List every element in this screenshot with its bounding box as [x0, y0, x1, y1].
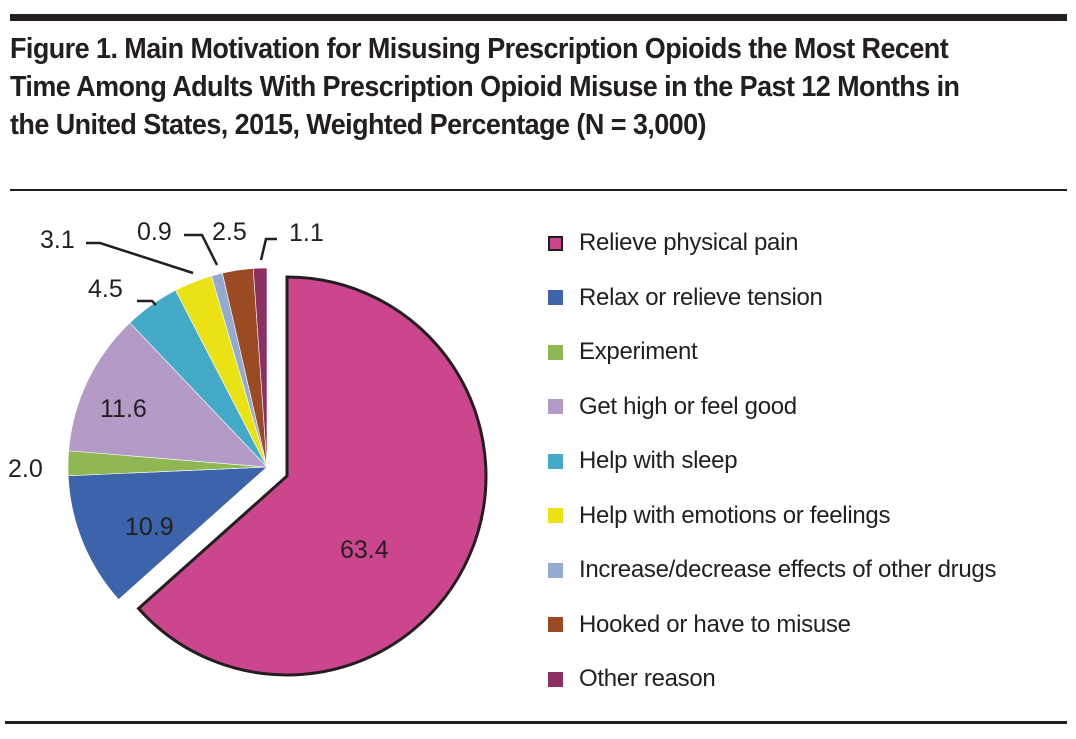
legend-label: Increase/decrease effects of other drugs	[579, 556, 997, 583]
pie-slice-relieve-physical-pain	[136, 275, 488, 677]
legend-item: Relax or relieve tension	[548, 283, 823, 313]
data-label: 63.4	[340, 536, 389, 564]
bottom-rule	[5, 721, 1067, 724]
pie-slice-relax-or-relieve-tension	[67, 466, 268, 600]
legend-swatch	[548, 290, 563, 305]
data-label: 2.0	[8, 455, 43, 483]
legend-label: Experiment	[579, 338, 698, 365]
legend-swatch	[548, 562, 563, 578]
legend-label: Help with emotions or feelings	[579, 501, 891, 529]
leader-line	[137, 299, 157, 306]
legend-swatch	[548, 508, 563, 523]
legend-label: Relieve physical pain	[579, 229, 799, 256]
legend-item: Relieve physical pain	[548, 228, 798, 258]
data-label: 10.9	[125, 513, 174, 541]
pie-chart: 63.4 10.9 2.0 11.6 4.5 3.1 0.9 2.5 1.1	[8, 218, 488, 677]
leader-line	[86, 241, 194, 275]
legend-item: Help with sleep	[548, 446, 738, 476]
data-label: 11.6	[100, 395, 147, 423]
title-rule	[10, 189, 1067, 191]
legend-label: Relax or relieve tension	[579, 283, 823, 311]
legend-item: Help with emotions or feelings	[548, 501, 890, 531]
legend-swatch	[548, 617, 563, 632]
legend-swatch	[548, 344, 563, 360]
legend-label: Get high or feel good	[579, 392, 797, 420]
pie-slice-get-high-or-feel-good	[68, 322, 268, 468]
legend-label: Other reason	[579, 665, 716, 692]
data-label: 2.5	[212, 218, 247, 246]
leader-line	[259, 237, 277, 261]
legend-swatch	[548, 235, 563, 251]
data-label: 4.5	[88, 275, 123, 303]
pie-slice-other-reason	[252, 267, 268, 468]
data-label: 0.9	[137, 218, 172, 246]
data-label: 1.1	[289, 219, 324, 247]
data-label: 3.1	[40, 226, 75, 254]
legend-item: Get high or feel good	[548, 392, 797, 422]
legend-swatch	[548, 453, 563, 469]
legend-swatch	[548, 671, 563, 687]
top-rule	[10, 14, 1067, 21]
legend-label: Hooked or have to misuse	[579, 610, 851, 638]
legend-item: Experiment	[548, 337, 698, 367]
legend-label: Help with sleep	[579, 447, 738, 474]
legend-swatch	[548, 399, 563, 414]
legend-item: Other reason	[548, 664, 716, 694]
legend-item: Hooked or have to misuse	[548, 610, 851, 640]
leader-line	[184, 233, 219, 266]
figure-title: Figure 1. Main Motivation for Misusing P…	[10, 33, 960, 141]
legend-item: Increase/decrease effects of other drugs	[548, 555, 996, 585]
